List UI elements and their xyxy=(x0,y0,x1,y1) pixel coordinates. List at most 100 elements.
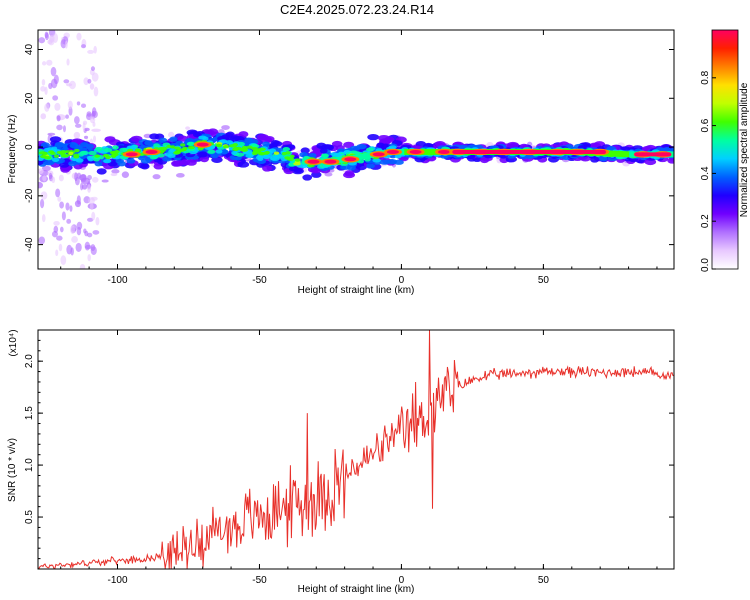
spectrogram-cell xyxy=(55,188,61,198)
spectrogram-cell xyxy=(61,211,66,221)
spectrogram-cell xyxy=(103,159,112,164)
spectrogram-cell xyxy=(89,116,96,124)
spectrogram-cell xyxy=(57,196,62,202)
spectrogram-cell xyxy=(70,247,74,256)
spectrogram-cell xyxy=(94,154,100,158)
spectrogram-cell xyxy=(73,131,81,139)
snr-y-axis-label: SNR (10 * v/v) xyxy=(7,438,18,502)
spectrogram-cell xyxy=(343,171,356,179)
spectrogram-cell xyxy=(612,150,617,157)
spectrogram-cell xyxy=(221,125,230,130)
spectrogram-cell xyxy=(479,156,490,164)
spectrogram-cell xyxy=(324,172,333,177)
spectrogram-hotspot-core xyxy=(409,149,422,154)
spectrogram-cell xyxy=(69,80,76,90)
spectrogram-cell xyxy=(62,154,69,158)
spectrogram-cell xyxy=(233,146,240,151)
spectrogram-cell xyxy=(257,151,264,155)
spectrogram-cell xyxy=(187,141,195,146)
spectrogram-cell xyxy=(149,133,160,140)
spectrogram-cell xyxy=(171,160,182,167)
spectrogram-cell xyxy=(119,147,128,152)
spectrogram-cell xyxy=(198,151,208,157)
spectrogram-cell xyxy=(91,176,99,183)
spectrogram-cell xyxy=(262,141,270,147)
spectrogram-cell xyxy=(229,144,237,148)
spectrogram-cell xyxy=(112,145,119,150)
spectrogram-cell xyxy=(363,153,368,160)
spectrogram-cell xyxy=(40,198,45,209)
spectrogram-cell xyxy=(74,148,80,153)
spectrogram-cell xyxy=(110,153,117,158)
spectrogram-cell xyxy=(94,146,103,152)
spectrogram-cell xyxy=(216,144,223,148)
spectrogram-cell xyxy=(160,146,168,151)
spectrogram-cell xyxy=(137,162,149,169)
x-tick-label: -100 xyxy=(107,275,127,286)
x-tick-label: -50 xyxy=(252,575,267,586)
spectrogram-cell xyxy=(372,158,381,163)
spectrogram-cell xyxy=(69,205,73,212)
spectrogram-cell xyxy=(87,254,91,262)
spectrogram-cell xyxy=(43,155,52,160)
spectrogram-cell xyxy=(87,184,92,193)
spectrogram-cell xyxy=(268,148,277,153)
spectrogram-cell xyxy=(355,163,367,171)
spectrogram-cell xyxy=(84,244,92,250)
y-tick-label: 1.0 xyxy=(24,458,35,472)
spectrogram-cell xyxy=(175,173,185,178)
spectrogram-cell xyxy=(87,78,92,84)
spectrogram-cell xyxy=(264,136,275,143)
spectrogram-cell xyxy=(70,225,76,235)
spectrogram-cell xyxy=(88,197,95,205)
spectrogram-cell xyxy=(608,150,613,157)
spectrogram-hotspot-core xyxy=(196,142,209,147)
spectrogram-cell xyxy=(257,156,264,161)
spectrogram-cell xyxy=(121,171,130,178)
spectrogram-cell xyxy=(285,151,291,155)
spectrogram-cell xyxy=(357,159,365,164)
spectrogram-cell xyxy=(394,154,402,159)
spectrogram-cell xyxy=(170,145,176,149)
y-tick-label: 1.5 xyxy=(24,406,35,420)
spectrogram-cell xyxy=(169,148,177,153)
spectrogram-cell xyxy=(237,161,250,168)
spectrogram-cell xyxy=(87,157,94,162)
spectrogram-cell xyxy=(262,151,270,155)
spectrogram-hotspot-core xyxy=(307,159,320,164)
spectrogram-cell xyxy=(56,124,63,131)
spectrogram-cell xyxy=(288,166,300,172)
spectrogram-cell xyxy=(236,135,245,142)
spectrogram-cell xyxy=(60,166,71,173)
spectrogram-cell xyxy=(74,123,82,128)
spectrogram-cell xyxy=(40,113,47,120)
spectrogram-cell xyxy=(506,141,519,149)
spectrogram-cell xyxy=(111,169,120,174)
spectrogram-cell xyxy=(231,150,238,156)
spectrogram-hotspot-core xyxy=(324,159,337,164)
spectrogram-cell xyxy=(56,235,63,241)
spectrogram-cell xyxy=(68,160,77,167)
spectrogram-cell xyxy=(64,40,68,49)
y-tick-label: 0 xyxy=(24,144,35,150)
y-tick-label: 0.5 xyxy=(24,510,35,524)
spectrogram-cell xyxy=(52,95,59,101)
spectrogram-cell xyxy=(269,155,278,161)
colorbar-tick-label: 0.4 xyxy=(700,166,711,180)
spectrogram-cell xyxy=(187,145,195,150)
spectrogram-cell xyxy=(91,211,96,221)
spectrogram-cell xyxy=(53,225,59,233)
spectrogram-cell xyxy=(96,168,107,175)
spectrogram-cell xyxy=(105,155,111,160)
spectrogram-hotspot-core xyxy=(145,149,158,154)
colorbar-tick-label: 0.6 xyxy=(700,118,711,132)
spectrogram-cell xyxy=(40,191,48,200)
spectrogram-cell xyxy=(71,236,78,243)
spectrogram-cell xyxy=(44,103,50,112)
spectrogram-cell xyxy=(180,143,186,147)
spectrogram-cell xyxy=(618,150,623,157)
spectrogram-cell xyxy=(273,151,280,155)
snr-exponent-label: (x10⁴) xyxy=(8,329,19,356)
spectrogram-cell xyxy=(108,158,119,164)
spectrogram-cell xyxy=(42,175,47,182)
